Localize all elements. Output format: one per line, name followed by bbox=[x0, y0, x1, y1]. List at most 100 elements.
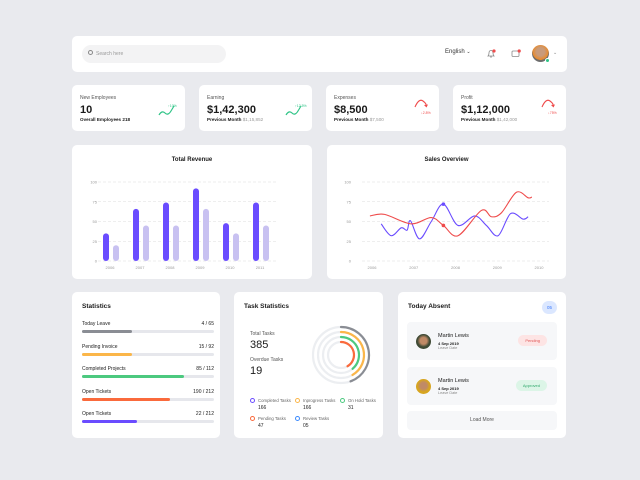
stat-sub-label: Previous Month bbox=[207, 117, 242, 122]
stat-progress-row: Pending Invoice 15 / 92 bbox=[82, 343, 214, 356]
progress-fill bbox=[82, 420, 138, 423]
absent-item[interactable]: Martin Lewis 4 Sep 2019 Leave Date Pendi… bbox=[407, 322, 557, 360]
avatar bbox=[416, 379, 431, 394]
chevron-down-icon[interactable]: ⌄ bbox=[553, 50, 558, 56]
bar bbox=[233, 233, 239, 261]
bar bbox=[263, 225, 269, 261]
stat-card: New Employees 10 Overall Employees 218 ↑… bbox=[72, 85, 185, 131]
x-tick-label: 2010 bbox=[535, 265, 545, 270]
progress-fill bbox=[82, 330, 133, 333]
legend-label: Inprogress Tasks bbox=[303, 398, 336, 403]
x-tick-label: 2006 bbox=[106, 265, 116, 270]
y-tick-label: 50 bbox=[347, 219, 352, 224]
x-tick-label: 2009 bbox=[493, 265, 503, 270]
stat-sub: Previous Month $7,500 bbox=[334, 117, 384, 122]
stat-sub-label: Previous Month bbox=[334, 117, 369, 122]
task-legend-item: Pending Tasks 47 bbox=[250, 416, 286, 429]
stat-sub-label: Previous Month bbox=[461, 117, 496, 122]
task-legend-item: Review Tasks 05 bbox=[295, 416, 329, 429]
leave-date: 4 Sep 2019 bbox=[438, 386, 459, 391]
leave-date: 4 Sep 2019 bbox=[438, 341, 459, 346]
chart-title: Total Revenue bbox=[171, 157, 213, 163]
x-tick-label: 2008 bbox=[166, 265, 176, 270]
legend-label: On Hold Tasks bbox=[348, 398, 376, 403]
bar bbox=[163, 202, 169, 261]
row-value: 15 / 92 bbox=[198, 343, 214, 350]
search-placeholder: Search here bbox=[96, 51, 124, 57]
stat-label: Earning bbox=[207, 95, 225, 101]
stat-card: Expenses $8,500 Previous Month $7,500 ↓2… bbox=[326, 85, 439, 131]
trend-up-icon bbox=[158, 105, 175, 116]
x-tick-label: 2009 bbox=[196, 265, 206, 270]
row-label: Completed Projects bbox=[82, 366, 126, 372]
language-select[interactable]: English ⌄ bbox=[445, 49, 471, 55]
trend-down-icon bbox=[414, 99, 428, 108]
card-title: Task Statistics bbox=[244, 303, 290, 310]
row-label: Open Tickets bbox=[82, 388, 112, 395]
row-label: Open Tickets bbox=[82, 411, 112, 417]
progress-fill bbox=[82, 397, 171, 401]
legend-dot-icon bbox=[250, 398, 255, 403]
avatar bbox=[416, 334, 431, 349]
search-input[interactable]: Search here bbox=[82, 45, 226, 63]
total-tasks-value: 385 bbox=[250, 339, 269, 351]
legend-dot-icon bbox=[295, 398, 300, 403]
stat-progress-row: Today Leave 4 / 65 bbox=[82, 321, 214, 333]
bar bbox=[193, 188, 199, 261]
x-tick-label: 2011 bbox=[256, 265, 265, 270]
overdue-tasks-label: Overdue Tasks bbox=[250, 357, 284, 363]
progress-track bbox=[82, 330, 214, 333]
statistics-card: Statistics Today Leave 4 / 65 Pending Invo… bbox=[72, 292, 220, 438]
load-more-button[interactable]: Load More bbox=[407, 411, 557, 430]
legend-value: 166 bbox=[303, 405, 312, 411]
trend-down-icon bbox=[541, 99, 555, 108]
bar bbox=[253, 202, 259, 261]
stat-sub-value: $7,500 bbox=[369, 117, 384, 122]
y-tick-label: 75 bbox=[347, 199, 352, 204]
x-tick-label: 2007 bbox=[136, 265, 146, 270]
stat-change: ↑10% bbox=[168, 104, 177, 108]
row-label: Today Leave bbox=[82, 321, 111, 327]
bell-icon[interactable] bbox=[486, 49, 496, 59]
total-revenue-card: Total Revenue 0 25 50 75 100 2006 2007 2008 2009… bbox=[72, 145, 312, 279]
top-bar: Search here English ⌄ ⌄ bbox=[72, 36, 567, 72]
bar bbox=[133, 208, 139, 261]
stat-progress-row: Completed Projects 85 / 112 bbox=[82, 366, 214, 378]
bar bbox=[113, 245, 119, 261]
chevron-down-icon: ⌄ bbox=[466, 49, 471, 55]
stat-sub: Overall Employees 218 bbox=[80, 117, 130, 122]
stat-progress-row: Open Tickets 22 / 212 bbox=[82, 411, 214, 423]
row-value: 190 / 212 bbox=[193, 388, 214, 395]
status-badge: Pending bbox=[518, 335, 547, 346]
stat-sub-value: $1,42,000 bbox=[496, 117, 518, 122]
status-badge: Approved bbox=[515, 380, 547, 391]
progress-track bbox=[82, 397, 214, 401]
message-icon[interactable] bbox=[511, 49, 521, 59]
stat-sub-value: $1,15,852 bbox=[242, 117, 264, 122]
search-icon bbox=[88, 50, 93, 55]
stat-change: ↑12.5% bbox=[295, 104, 307, 108]
y-tick-label: 25 bbox=[93, 239, 98, 244]
stat-label: Profit bbox=[461, 95, 473, 101]
row-value: 85 / 112 bbox=[196, 366, 214, 372]
today-absent-card: Today Absent 05 Martin Lewis 4 Sep 2019 … bbox=[398, 292, 566, 438]
task-ring-chart bbox=[311, 325, 371, 385]
data-point bbox=[441, 223, 446, 228]
absent-count-badge: 05 bbox=[542, 301, 557, 314]
y-tick-label: 50 bbox=[93, 219, 98, 224]
legend-value: 47 bbox=[258, 423, 264, 429]
bar bbox=[203, 208, 209, 261]
stat-sub: Previous Month $1,42,000 bbox=[461, 117, 517, 122]
stat-sub: Previous Month $1,15,852 bbox=[207, 117, 263, 122]
row-label: Pending Invoice bbox=[82, 343, 118, 350]
bar bbox=[103, 233, 109, 261]
y-tick-label: 100 bbox=[90, 180, 97, 185]
row-value: 4 / 65 bbox=[201, 321, 214, 327]
y-tick-label: 0 bbox=[95, 259, 98, 264]
progress-track bbox=[82, 420, 214, 423]
sales-overview-card: Sales Overview 0 25 50 75 100 2006 2007 2008 200… bbox=[327, 145, 566, 279]
progress-fill bbox=[82, 375, 184, 378]
absent-item[interactable]: Martin Lewis 4 Sep 2019 Leave Date Appro… bbox=[407, 367, 557, 405]
avatar[interactable] bbox=[532, 45, 550, 63]
bar bbox=[223, 223, 229, 261]
